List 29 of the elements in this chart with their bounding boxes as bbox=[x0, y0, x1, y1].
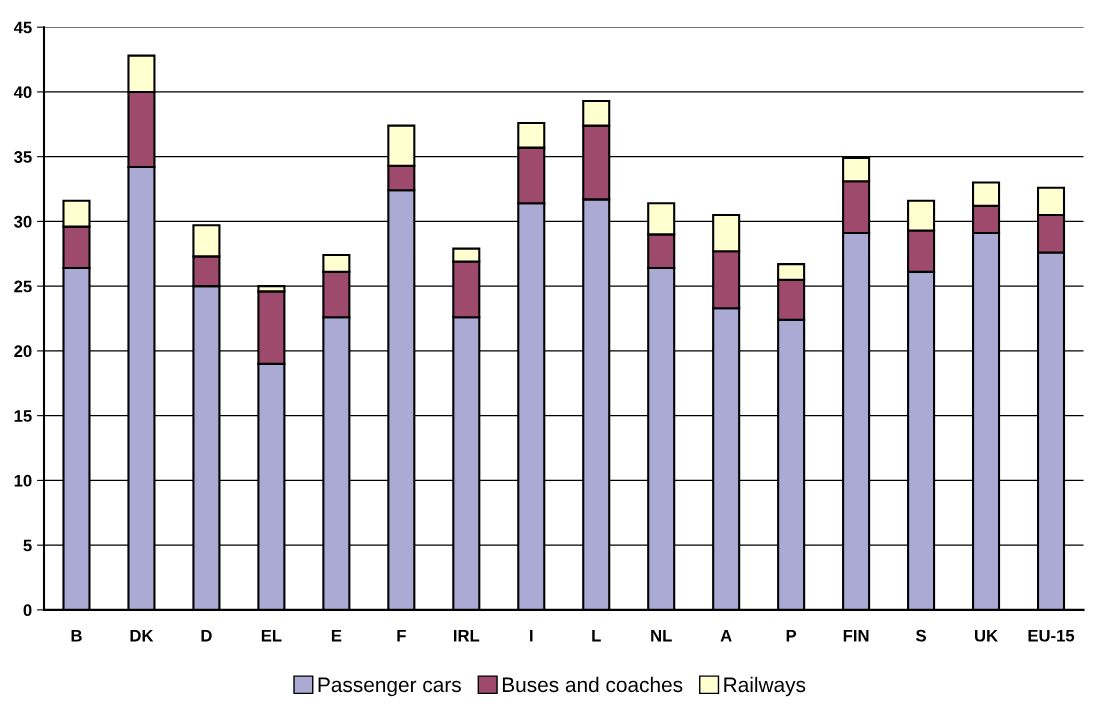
x-tick-label: EL bbox=[261, 629, 282, 642]
x-tick-label: L bbox=[592, 629, 601, 642]
x-tick-label: UK bbox=[975, 629, 998, 642]
y-tick-label: 15 bbox=[14, 410, 32, 422]
x-tick-label: EU-15 bbox=[1028, 629, 1075, 642]
y-tick-label: 35 bbox=[14, 151, 32, 163]
y-tick-label: 20 bbox=[14, 345, 32, 358]
y-tick-label: 30 bbox=[14, 215, 32, 228]
x-tick-label: F bbox=[397, 629, 406, 642]
y-tick-label: 5 bbox=[23, 539, 32, 552]
x-tick-label: S bbox=[916, 629, 926, 642]
legend-label: Buses and coaches bbox=[502, 676, 683, 693]
x-tick-label: D bbox=[201, 629, 212, 642]
x-tick-label: B bbox=[71, 629, 82, 642]
x-tick-label: P bbox=[786, 629, 797, 642]
x-tick-label: FIN bbox=[843, 629, 869, 642]
y-tick-label: 45 bbox=[13, 21, 32, 34]
x-tick-label: I bbox=[530, 629, 533, 642]
y-tick-label: 0 bbox=[23, 604, 32, 617]
y-tick-label: 25 bbox=[14, 280, 32, 293]
legend-label: Railways bbox=[724, 676, 806, 697]
y-tick-label: 10 bbox=[14, 474, 32, 487]
x-tick-label: DK bbox=[130, 629, 154, 642]
x-tick-label: IRL bbox=[453, 629, 480, 642]
legend-label: Passenger cars bbox=[318, 677, 461, 697]
x-tick-label: A bbox=[720, 629, 732, 642]
y-tick-label: 40 bbox=[13, 86, 32, 99]
x-tick-label: E bbox=[331, 629, 342, 642]
x-tick-label: NL bbox=[651, 629, 672, 642]
